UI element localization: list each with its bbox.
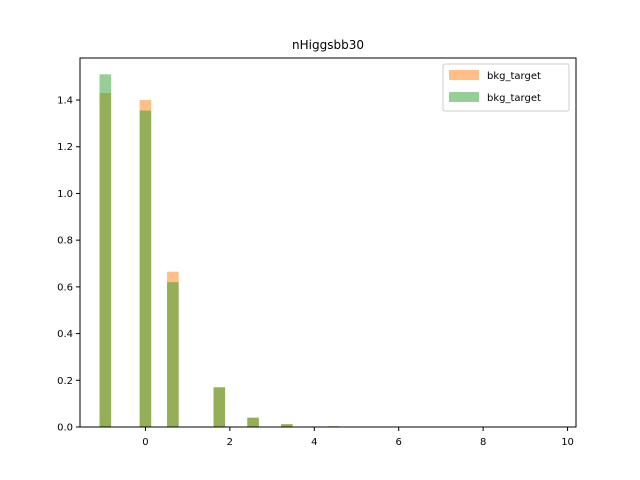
x-tick-label-5: 10: [561, 437, 574, 448]
bar-series1-bin5: [281, 424, 293, 427]
y-tick-label-1: 0.2: [57, 376, 73, 387]
x-tick-label-2: 4: [311, 437, 317, 448]
y-tick-label-2: 0.4: [57, 329, 73, 340]
bar-series1-bin0: [99, 74, 112, 428]
y-tick-label-5: 1.0: [57, 189, 73, 200]
y-tick-label-7: 1.4: [57, 96, 73, 107]
y-tick-label-4: 0.8: [57, 236, 73, 247]
y-tick-label-3: 0.6: [57, 282, 73, 293]
x-tick-label-4: 8: [480, 437, 486, 448]
plot-frame: [79, 57, 577, 428]
legend-label-1: bkg_target: [487, 93, 541, 104]
chart-title: nHiggsbb30: [292, 38, 364, 52]
bar-series1-bin3: [213, 387, 226, 427]
bar-series1-bin1: [139, 110, 152, 427]
x-axis-ticks: 0 2 4 6 8 10: [142, 427, 574, 448]
bars-layer: [99, 74, 340, 428]
y-tick-label-6: 1.2: [57, 142, 73, 153]
legend: bkg_target bkg_target: [442, 63, 570, 112]
y-axis-ticks: 0.0 0.2 0.4 0.6 0.8 1.0 1.2 1.4: [57, 96, 80, 434]
bar-series1-bin2: [167, 282, 179, 427]
legend-swatch-bkg-target-green: [449, 92, 479, 102]
legend-label-0: bkg_target: [487, 71, 541, 82]
x-tick-label-3: 6: [396, 437, 402, 448]
x-tick-label-0: 0: [142, 437, 148, 448]
legend-swatch-bkg-target-orange: [449, 70, 479, 80]
y-tick-label-0: 0.0: [57, 423, 73, 434]
x-tick-label-1: 2: [227, 437, 233, 448]
bar-series1-bin4: [247, 417, 259, 427]
